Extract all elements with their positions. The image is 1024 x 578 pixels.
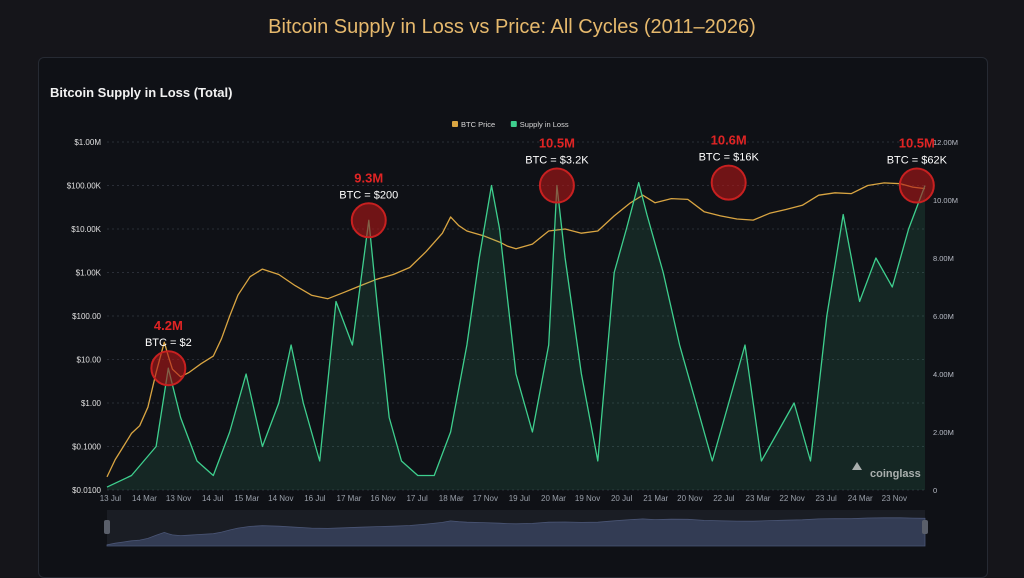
- x-tick-label: 23 Nov: [882, 494, 907, 503]
- peak-marker: [350, 202, 387, 239]
- x-tick-label: 13 Nov: [166, 494, 191, 503]
- x-tick-label: 19 Nov: [575, 494, 600, 503]
- left-tick-label: $10.00K: [71, 225, 101, 234]
- annotation-value: 10.5M: [899, 136, 935, 151]
- legend-swatch: [510, 121, 517, 127]
- left-tick-label: $1.00: [81, 399, 102, 408]
- annotation-value: 10.5M: [539, 136, 575, 151]
- x-tick-label: 14 Mar: [132, 494, 157, 503]
- peak-marker: [150, 350, 187, 387]
- x-tick-label: 15 Mar: [234, 494, 259, 503]
- left-tick-label: $1.00M: [74, 138, 101, 147]
- legend-label: BTC Price: [461, 120, 495, 129]
- right-tick-label: 8.00M: [933, 254, 954, 263]
- x-tick-label: 20 Nov: [677, 494, 702, 503]
- right-tick-label: 10.00M: [933, 196, 958, 205]
- annotation-value: 9.3M: [354, 170, 383, 185]
- left-tick-label: $0.1000: [72, 443, 101, 452]
- x-tick-label: 17 Nov: [473, 494, 498, 503]
- watermark-logo-icon: [852, 462, 862, 470]
- right-tick-label: 4.00M: [933, 370, 954, 379]
- panel-title: Bitcoin Supply in Loss (Total): [50, 85, 233, 100]
- navigator-handle-left[interactable]: [104, 520, 110, 534]
- x-tick-label: 23 Jul: [815, 494, 837, 503]
- peak-marker: [538, 167, 575, 204]
- x-tick-label: 22 Jul: [713, 494, 735, 503]
- x-tick-label: 21 Mar: [643, 494, 668, 503]
- annotation-label: BTC = $2: [145, 337, 192, 349]
- peak-marker: [898, 167, 935, 204]
- annotation-value: 4.2M: [154, 318, 183, 333]
- annotation-label: BTC = $16K: [699, 152, 760, 164]
- x-tick-label: 20 Jul: [611, 494, 633, 503]
- x-tick-label: 16 Nov: [370, 494, 395, 503]
- left-tick-label: $100.00: [72, 312, 101, 321]
- legend-label: Supply in Loss: [520, 120, 569, 129]
- annotation-label: BTC = $3.2K: [525, 155, 589, 167]
- x-tick-label: 17 Jul: [406, 494, 428, 503]
- x-tick-label: 16 Jul: [304, 494, 326, 503]
- right-tick-label: 0: [933, 486, 937, 495]
- series-supply-in-loss: [106, 181, 926, 488]
- x-tick-label: 18 Mar: [439, 494, 464, 503]
- supply-area: [107, 182, 925, 490]
- annotation-label: BTC = $62K: [887, 155, 948, 167]
- navigator-preview: [106, 517, 926, 547]
- x-tick-label: 24 Mar: [848, 494, 873, 503]
- annotation-value: 10.6M: [711, 133, 747, 148]
- watermark: coinglass: [870, 468, 921, 480]
- navigator-handle-right[interactable]: [922, 520, 928, 534]
- x-tick-label: 14 Nov: [268, 494, 293, 503]
- x-tick-label: 17 Mar: [337, 494, 362, 503]
- left-tick-label: $0.0100: [72, 486, 101, 495]
- x-tick-label: 20 Mar: [541, 494, 566, 503]
- x-tick-label: 22 Nov: [779, 494, 804, 503]
- right-tick-label: 6.00M: [933, 312, 954, 321]
- x-tick-label: 19 Jul: [509, 494, 531, 503]
- x-tick-label: 14 Jul: [202, 494, 224, 503]
- left-tick-label: $1.00K: [76, 269, 102, 278]
- x-tick-label: 23 Mar: [746, 494, 771, 503]
- left-tick-label: $10.00: [77, 356, 102, 365]
- right-tick-label: 2.00M: [933, 428, 954, 437]
- chart-panel: [38, 57, 988, 578]
- left-tick-label: $100.00K: [67, 182, 102, 191]
- annotation-label: BTC = $200: [339, 189, 398, 201]
- right-tick-label: 12.00M: [933, 138, 958, 147]
- peak-marker: [710, 164, 747, 201]
- x-tick-label: 13 Jul: [100, 494, 122, 503]
- page-title: Bitcoin Supply in Loss vs Price: All Cyc…: [268, 16, 756, 38]
- legend-swatch: [452, 121, 458, 127]
